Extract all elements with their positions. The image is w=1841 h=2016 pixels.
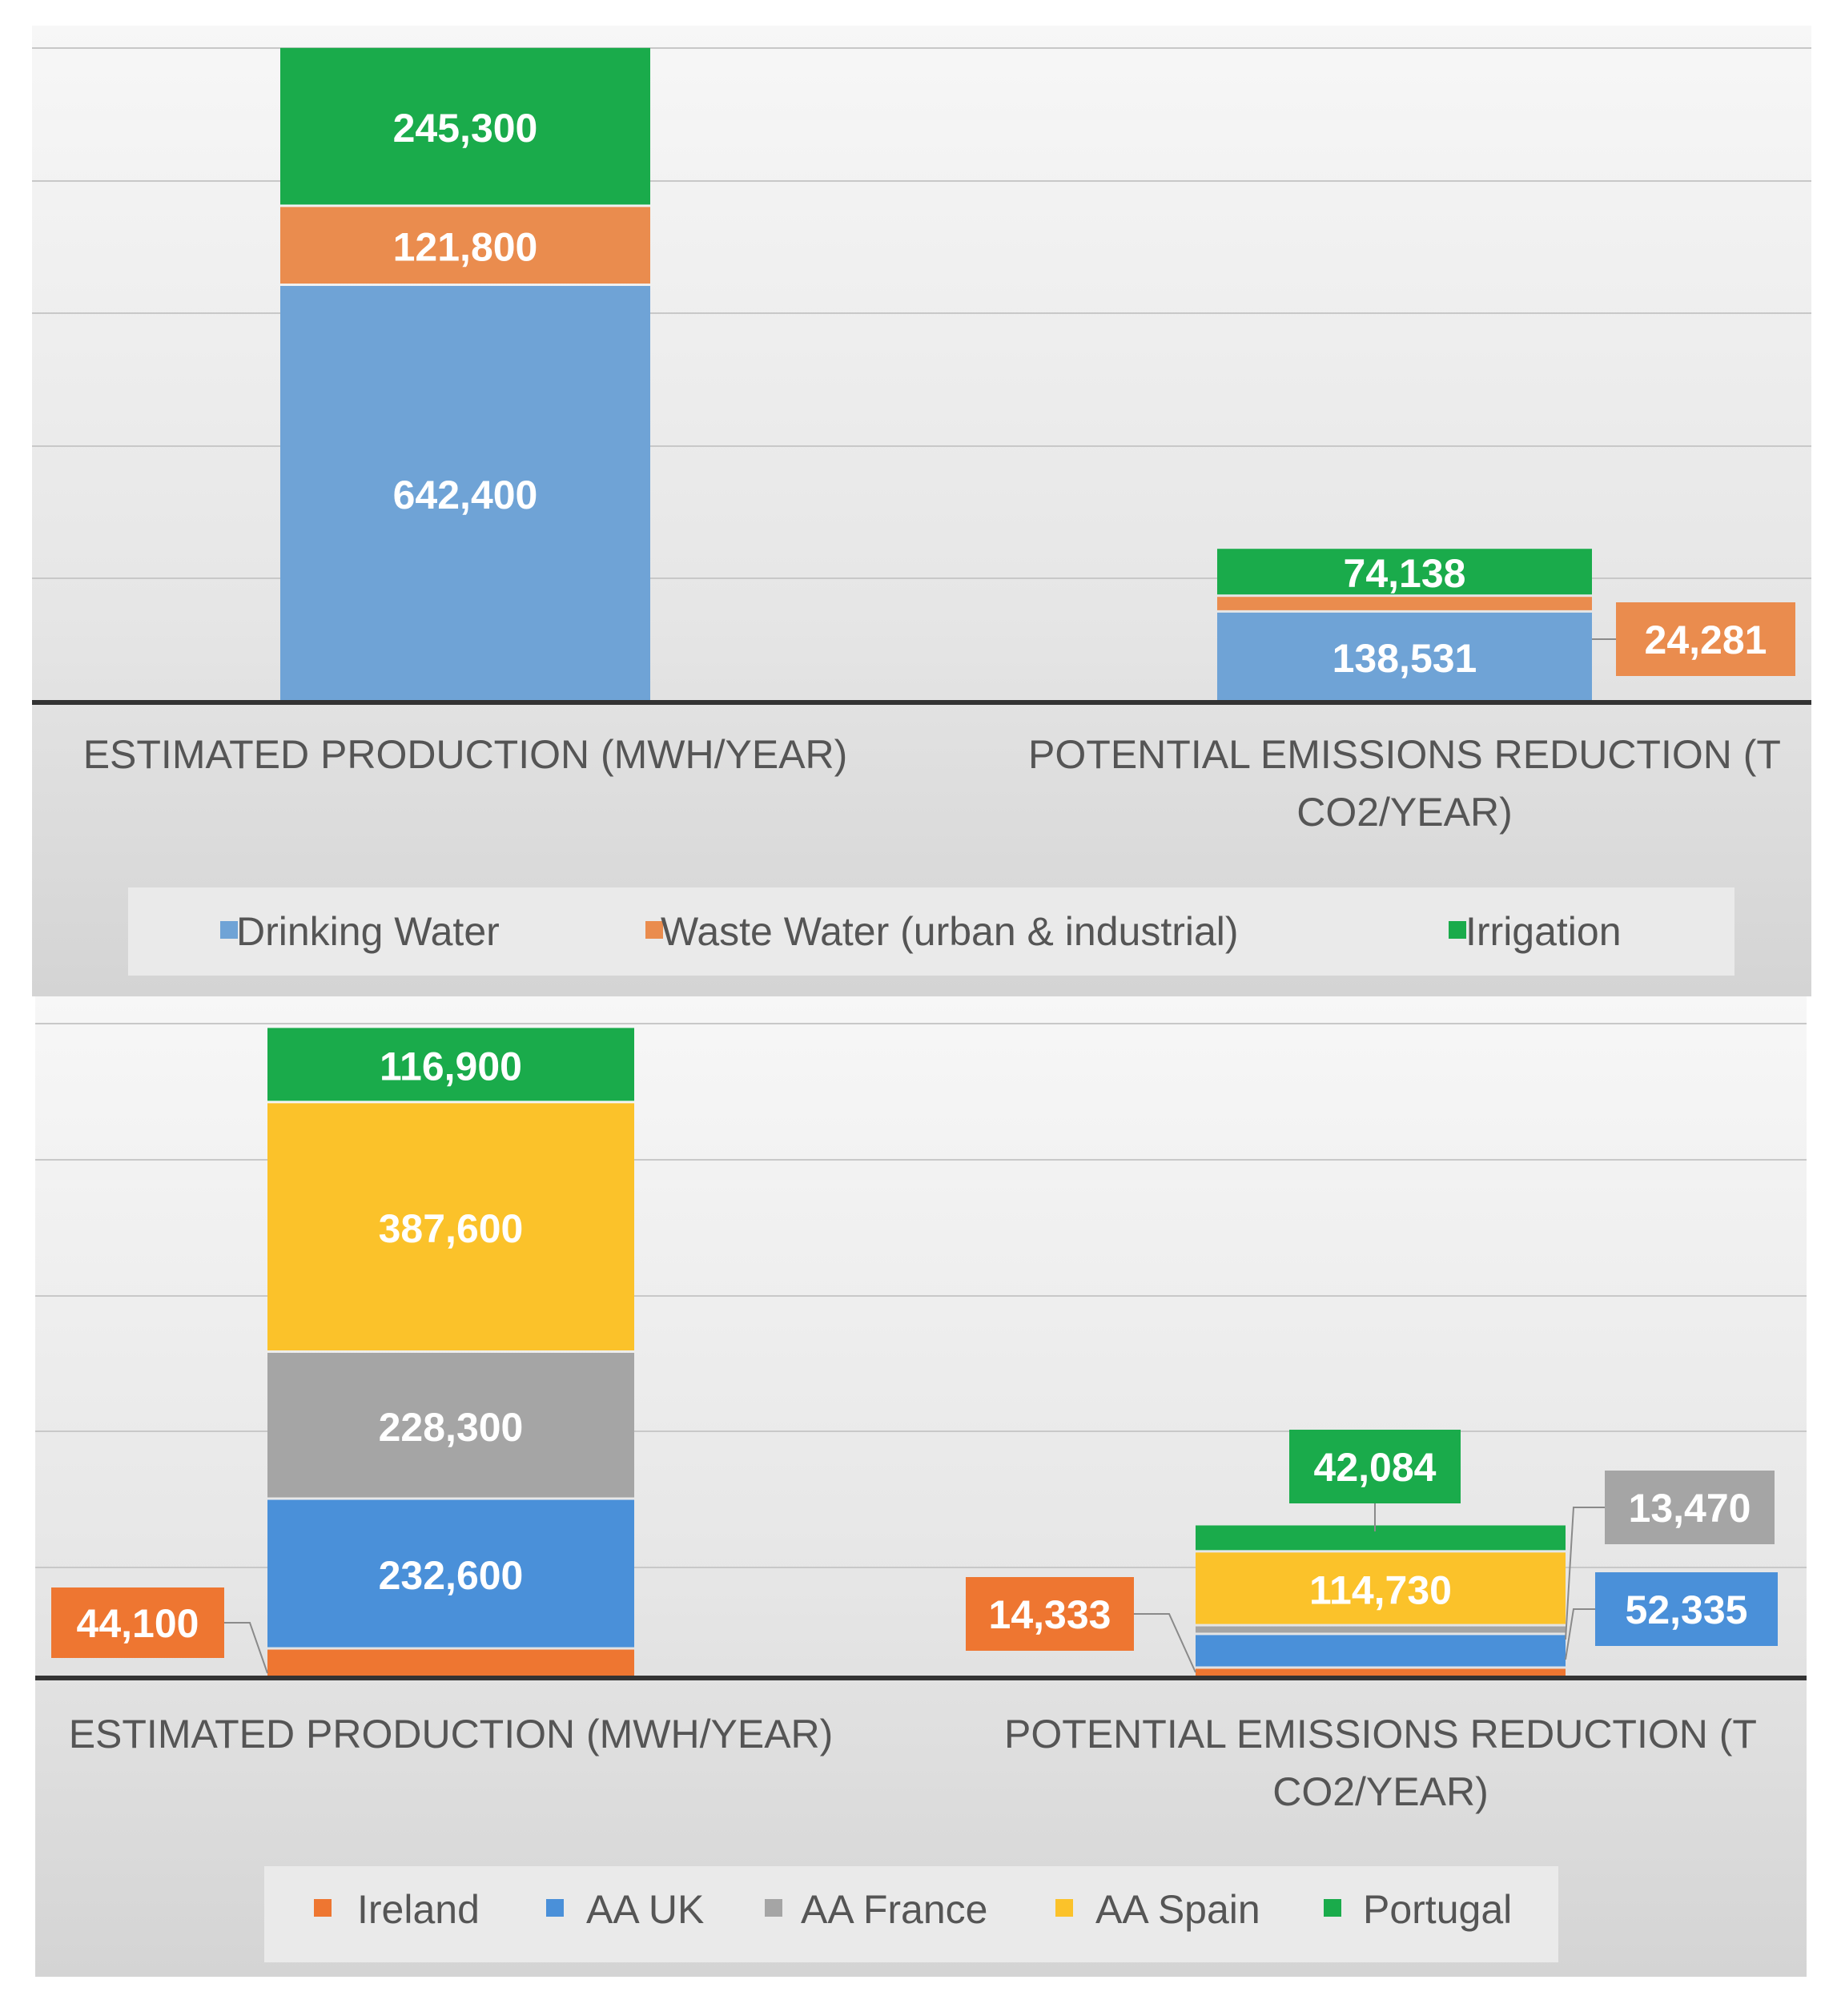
bar-segment [267,1103,634,1351]
data-label: 232,600 [379,1553,524,1598]
bar-segment [280,207,650,284]
legend-entry: Drinking Water [236,909,500,954]
legend-swatch [314,1899,332,1917]
x-axis-tick-label: CO2/YEAR) [1296,790,1513,835]
legend-entry: AA Spain [1095,1887,1260,1932]
callout-box [966,1577,1134,1651]
callout-box [1595,1572,1778,1646]
bar-segment [1196,1668,1566,1676]
legend-entry: Waste Water (urban & industrial) [661,909,1239,954]
data-label: 642,400 [393,473,538,517]
data-label: 24,281 [1645,618,1767,662]
bar-segment [267,1499,634,1648]
callout-leader-line [1565,1608,1595,1660]
legend-swatch [220,921,238,939]
x-axis-tick-label: POTENTIAL EMISSIONS REDUCTION (T [1004,1712,1757,1756]
bar-segment [1217,597,1592,610]
legend-entry: Ireland [357,1887,480,1932]
x-axis-tick-label: POTENTIAL EMISSIONS REDUCTION (T [1028,732,1781,777]
legend-swatch [765,1899,782,1917]
bar-segment [1217,549,1592,595]
chart-1: 642,400 121,800 245,300 138,531 74,138 24,281… [32,26,1811,996]
data-label: 14,333 [989,1592,1111,1637]
legend-swatch [645,921,663,939]
callout-leader-line [1565,1507,1605,1640]
legend-swatch [1324,1899,1341,1917]
data-label: 228,300 [379,1405,524,1450]
data-label: 13,470 [1629,1486,1751,1531]
bar-segment [280,47,650,205]
data-label: 44,100 [77,1601,199,1646]
data-label: 116,900 [380,1044,522,1088]
callout-box [51,1587,224,1658]
data-label: 121,800 [393,225,538,270]
legend-entry: Portugal [1363,1887,1512,1932]
callout-box [1616,602,1795,676]
callout-leader-line [1134,1613,1196,1673]
legend-entry: AA France [801,1887,987,1932]
x-axis-tick-label: ESTIMATED PRODUCTION (MWH/YEAR) [83,732,848,777]
x-axis-tick-label: CO2/YEAR) [1272,1769,1489,1814]
legend [128,887,1734,976]
callout-box [1605,1471,1775,1544]
legend-entry: AA UK [586,1887,704,1932]
legend-swatch [1055,1899,1073,1917]
data-label: 42,084 [1314,1445,1437,1490]
legend-swatch [546,1899,564,1917]
data-label: 114,730 [1309,1567,1452,1612]
bar-segment [1196,1525,1566,1551]
bar-segment [1196,1552,1566,1624]
bar-segment [267,1649,634,1676]
bar-segment [267,1028,634,1101]
legend [264,1866,1558,1962]
data-label: 52,335 [1626,1587,1748,1632]
x-axis-tick-label: ESTIMATED PRODUCTION (MWH/YEAR) [69,1712,834,1756]
callout-box [1289,1430,1461,1503]
data-label: 245,300 [393,106,538,151]
data-label: 387,600 [379,1206,524,1251]
bar-segment [1196,1626,1566,1633]
legend-entry: Irrigation [1465,909,1622,954]
data-label: 138,531 [1333,636,1477,681]
bar-segment [1196,1635,1566,1667]
legend-swatch [1449,921,1466,939]
chart-2: 232,600 228,300 387,600 116,900 114,730 44,10… [35,996,1807,1977]
callout-leader-line [224,1622,268,1674]
data-label: 74,138 [1344,551,1466,596]
bar-segment [280,286,650,700]
bar-segment [267,1353,634,1498]
bar-segment [1217,612,1592,700]
